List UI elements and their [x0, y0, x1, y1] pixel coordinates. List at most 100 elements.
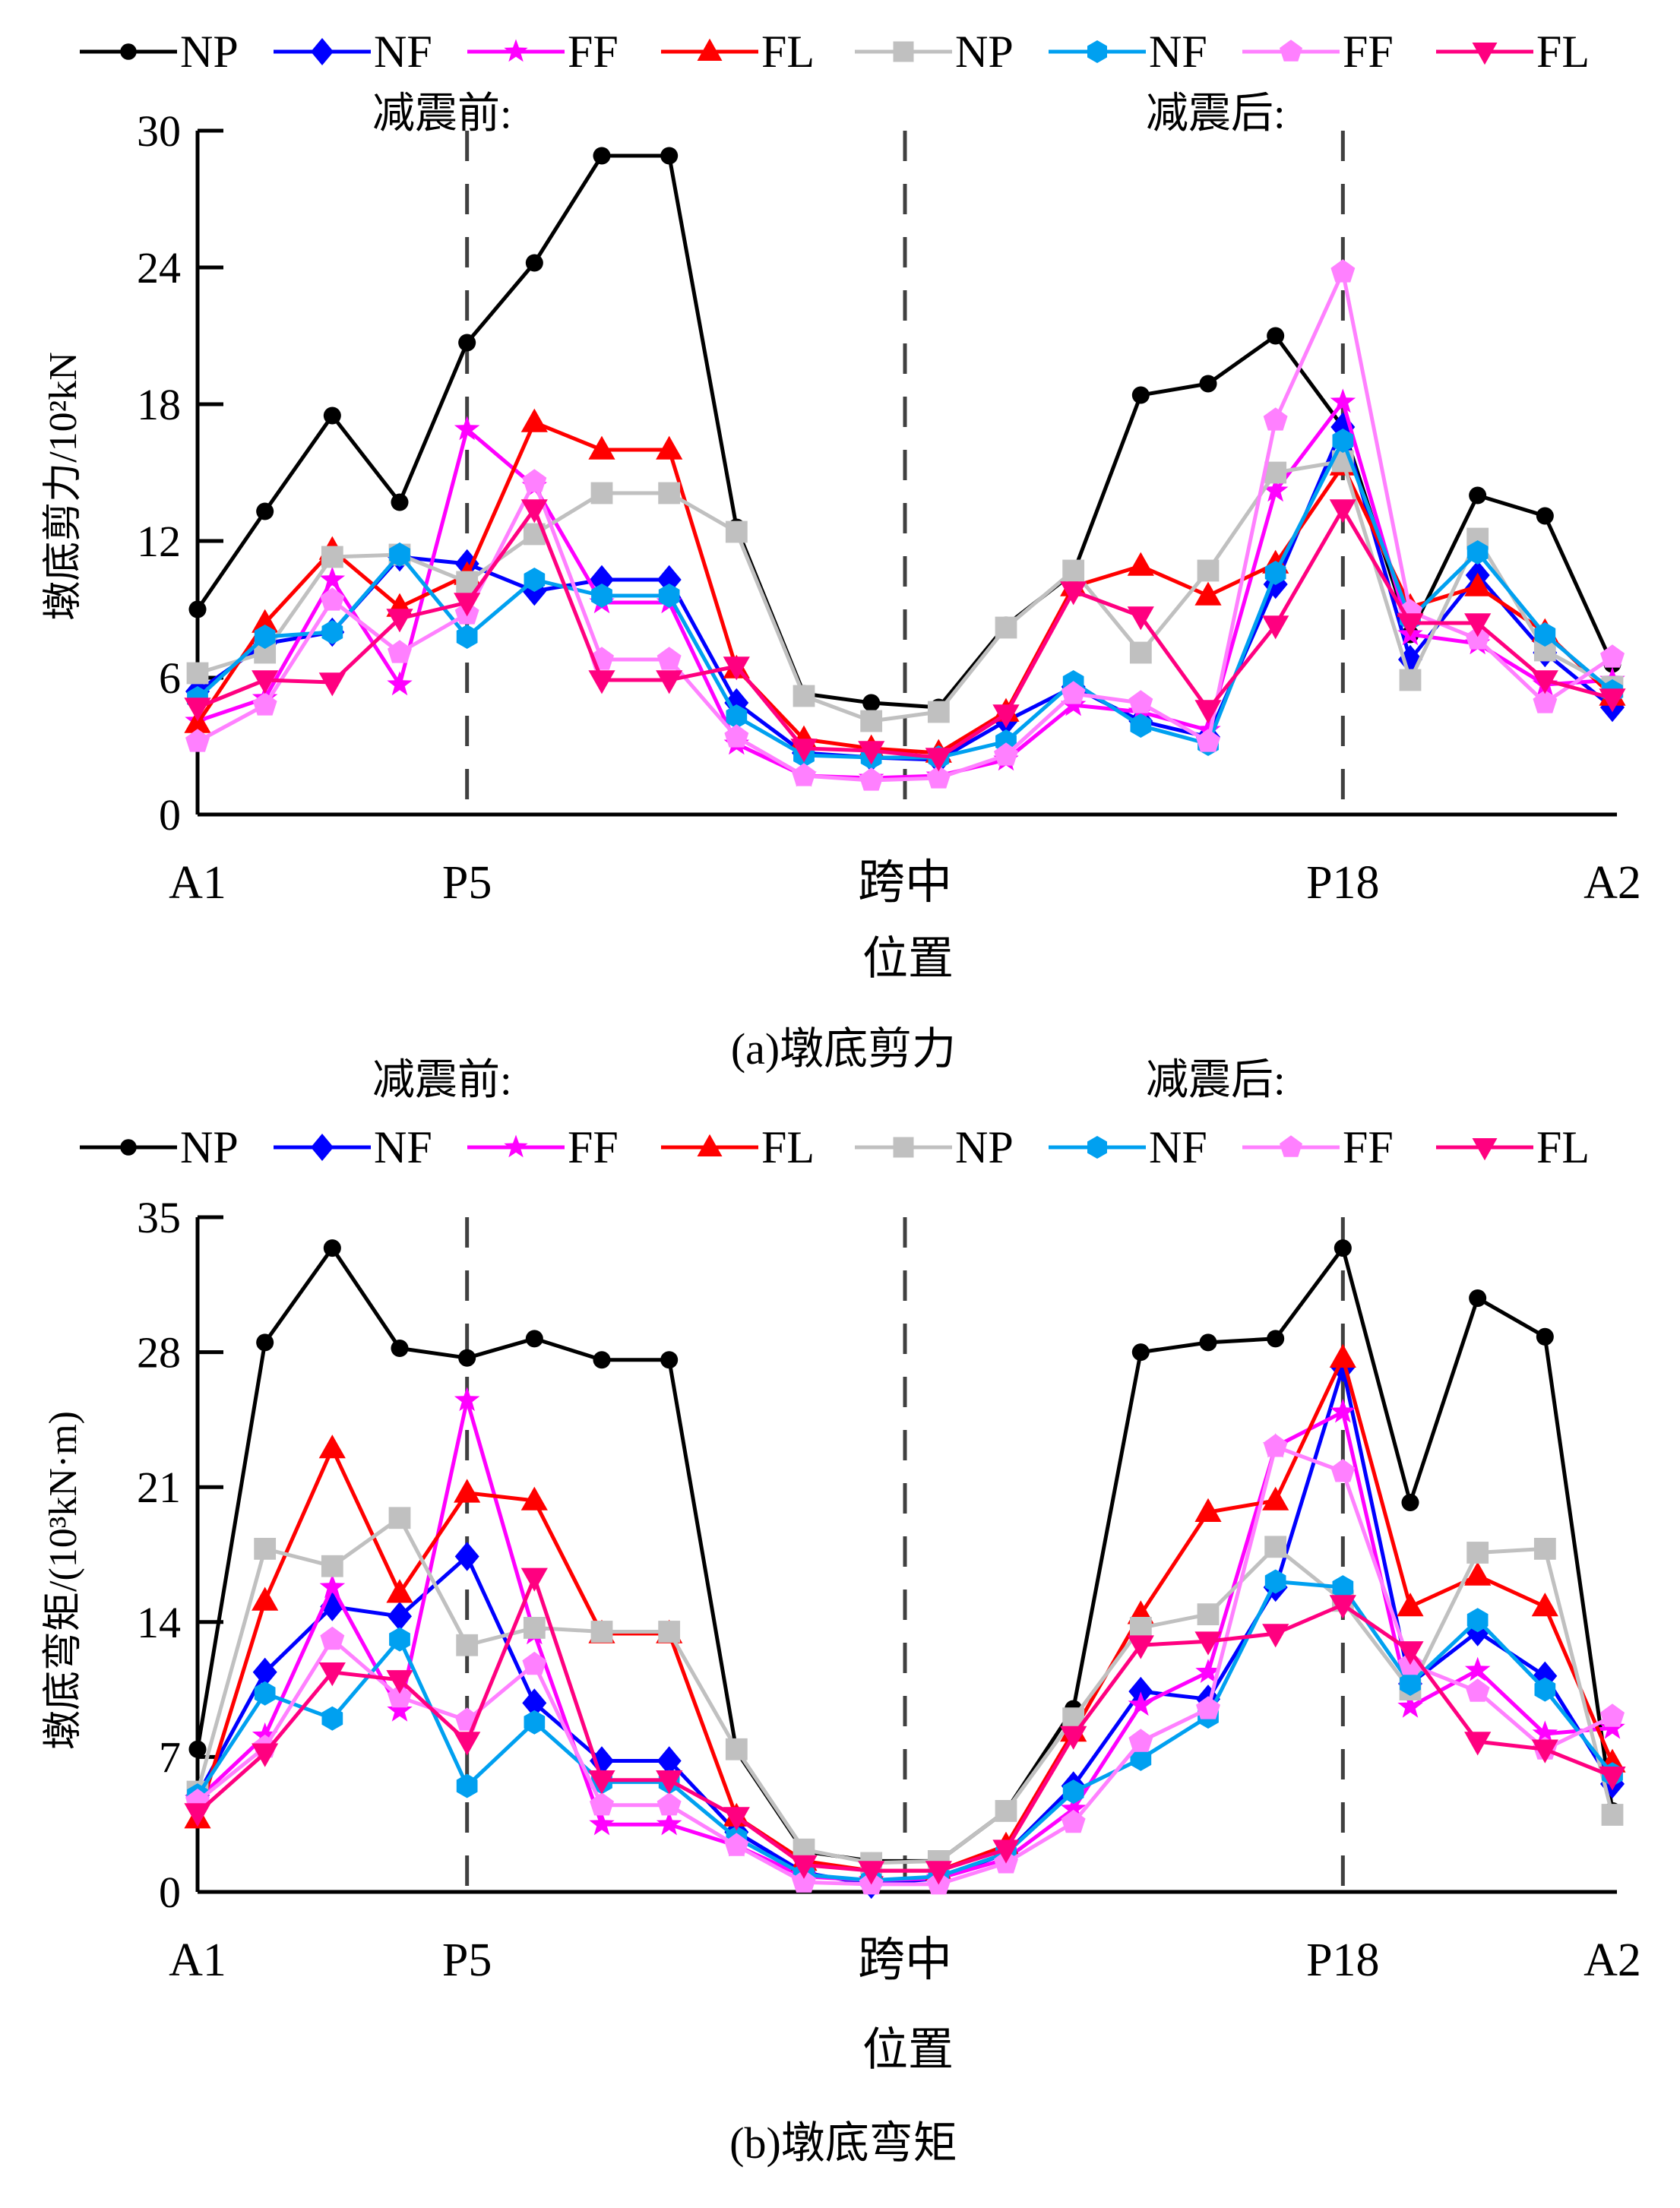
data-point: [1060, 1795, 1087, 1820]
y-axis-label-moment: 墩底弯矩/(10³kN·m): [41, 1411, 85, 1750]
data-point: [1060, 581, 1087, 606]
data-point: [1130, 713, 1152, 738]
data-point: [1330, 1459, 1356, 1482]
y-tick-label: 0: [159, 1868, 181, 1917]
legend-label: FL: [1536, 27, 1590, 77]
legend-label: FL: [1536, 1122, 1590, 1172]
legend-item-np-after: NP: [855, 27, 1014, 77]
caption-shear: (a)墩底剪力: [731, 1024, 956, 1074]
y-tick-label: 7: [159, 1732, 181, 1782]
data-point: [520, 499, 548, 524]
data-point: [1264, 461, 1287, 484]
data-point: [1129, 641, 1152, 664]
group-label-before: 减震前:: [372, 1057, 512, 1104]
data-point: [454, 416, 480, 441]
series-line: [196, 438, 1614, 760]
data-point: [1128, 1729, 1153, 1752]
data-point: [925, 1861, 952, 1885]
data-point: [925, 748, 952, 772]
data-point: [660, 147, 679, 165]
legend-label: NP: [955, 1122, 1014, 1172]
data-point: [1196, 1696, 1220, 1719]
data-point: [656, 1770, 683, 1795]
data-point: [318, 1435, 346, 1459]
plot-area-moment: 0 7 14 21 28 35 A1 P5 跨中 P18 A2: [137, 1193, 1641, 1986]
legend-marker-circle-icon: [120, 1139, 137, 1156]
data-point: [590, 1792, 614, 1816]
y-tick-label: 24: [137, 243, 181, 293]
series-line: [195, 420, 1614, 755]
data-point: [252, 609, 279, 633]
data-point: [1194, 700, 1222, 724]
data-point: [389, 1627, 410, 1652]
data-point: [184, 1803, 211, 1827]
data-point: [588, 435, 615, 460]
data-point: [454, 1732, 481, 1756]
legend-label: FL: [761, 1122, 815, 1172]
data-point: [1536, 1327, 1554, 1346]
data-point: [319, 1574, 346, 1599]
data-point: [1127, 606, 1154, 631]
data-point: [1534, 622, 1556, 647]
data-point: [658, 482, 681, 505]
series-line: [195, 1580, 1614, 1883]
data-point: [1060, 1726, 1087, 1750]
data-point: [1466, 1542, 1489, 1564]
series-line: [196, 1575, 1613, 1873]
data-point: [656, 1811, 682, 1836]
data-point: [1267, 1330, 1285, 1348]
data-point: [591, 584, 612, 608]
group-label-after: 减震后:: [1146, 1057, 1286, 1104]
data-point: [319, 566, 346, 591]
data-point: [994, 742, 1018, 766]
data-point: [1194, 1498, 1222, 1522]
series-nf-after: [187, 429, 1623, 770]
data-point: [589, 1811, 615, 1836]
data-point: [386, 1670, 413, 1694]
data-point: [323, 406, 341, 425]
data-point: [386, 609, 413, 633]
data-point: [524, 1710, 546, 1735]
data-point: [992, 1839, 1020, 1864]
data-point: [726, 704, 748, 729]
data-point: [1531, 1593, 1558, 1617]
data-point: [1194, 581, 1222, 606]
data-point: [1401, 1493, 1419, 1512]
legend-label: NP: [180, 27, 239, 77]
data-point: [388, 1684, 412, 1708]
legend-shear: NP NF FF FL NP NF FF FL: [80, 27, 1590, 77]
series-line: [197, 459, 1614, 723]
legend-marker-diamond-icon: [311, 1134, 334, 1161]
legend-label: FF: [568, 27, 619, 77]
data-point: [458, 1349, 476, 1367]
data-point: [588, 670, 615, 694]
data-point: [588, 1770, 615, 1795]
legend-marker-triangle-down-icon: [1472, 43, 1498, 65]
data-point: [725, 520, 748, 543]
data-point: [184, 698, 211, 722]
legend-item-nf-before: NF: [274, 1122, 432, 1172]
data-point: [656, 565, 682, 595]
data-point: [320, 1626, 345, 1650]
data-point: [1332, 429, 1354, 453]
data-point: [388, 1602, 412, 1631]
y-tick-label: 35: [137, 1193, 181, 1242]
x-tick-label: A2: [1584, 1934, 1641, 1986]
data-point: [656, 1746, 682, 1776]
data-point: [1127, 1635, 1154, 1659]
legend-label: NF: [374, 27, 432, 77]
data-point: [1199, 1333, 1217, 1352]
data-point: [458, 334, 476, 352]
legend-marker-circle-icon: [120, 43, 137, 60]
data-point: [454, 1479, 481, 1503]
series-line: [196, 270, 1614, 783]
data-point: [1397, 1593, 1424, 1617]
data-point: [1199, 375, 1217, 393]
data-point: [252, 1722, 278, 1747]
data-point: [523, 1617, 546, 1639]
data-point: [456, 625, 478, 649]
x-tick-label: P18: [1306, 1934, 1379, 1986]
data-point: [590, 1746, 614, 1776]
legend-item-ff-after: FF: [1242, 27, 1394, 77]
legend-label: NP: [180, 1122, 239, 1172]
